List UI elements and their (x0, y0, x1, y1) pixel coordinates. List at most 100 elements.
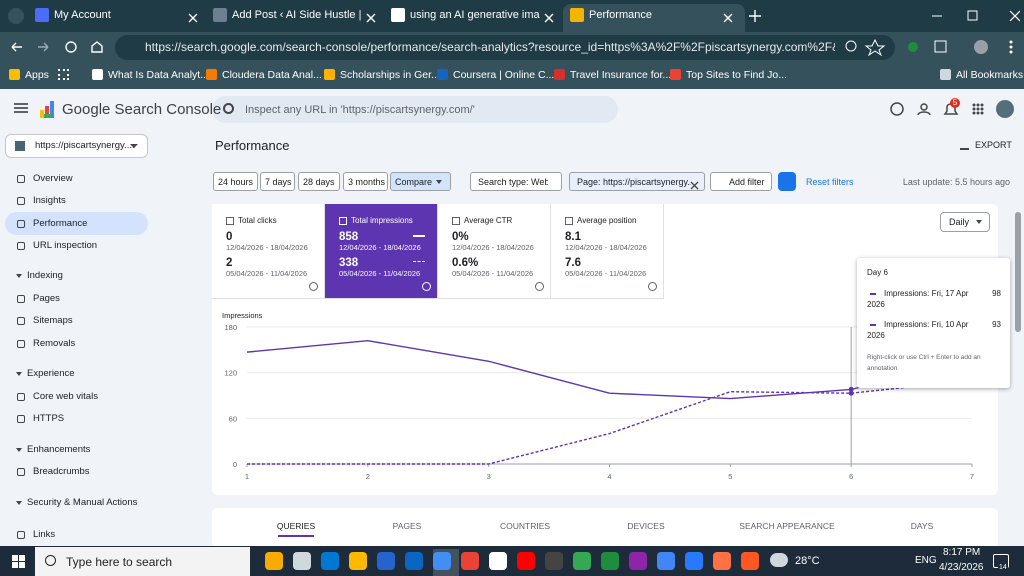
toolbar-icons[interactable] (843, 38, 1018, 57)
bookmark[interactable]: Apps (25, 69, 49, 81)
tab-title[interactable]: using an AI generative image o (410, 9, 540, 21)
bookmark[interactable]: Top Sites to Find Jo... (686, 69, 787, 81)
help-icon[interactable] (422, 282, 431, 291)
section-title[interactable]: Security & Manual Actions (27, 496, 138, 508)
tab-close[interactable] (188, 10, 198, 23)
metric-card[interactable] (551, 204, 664, 299)
taskbar-app[interactable] (657, 552, 675, 570)
granularity-select[interactable] (940, 212, 990, 232)
tab-title[interactable]: Performance (589, 9, 652, 21)
taskbar-app[interactable] (685, 552, 703, 570)
nav-item[interactable]: Sitemaps (33, 315, 73, 326)
taskbar-app[interactable] (405, 552, 423, 570)
nav-item[interactable]: Overview (33, 173, 73, 184)
date-range[interactable]: 24 hours (218, 177, 254, 187)
export-button[interactable]: EXPORT (975, 140, 1012, 150)
taskbar-app[interactable] (461, 552, 479, 570)
taskbar-app[interactable] (321, 552, 339, 570)
start-button[interactable] (12, 555, 25, 568)
new-tab[interactable] (749, 9, 761, 22)
date-chip[interactable] (390, 172, 451, 191)
date-range[interactable]: Compare (395, 177, 433, 187)
date-chip[interactable] (213, 172, 258, 191)
nav-item[interactable]: Performance (33, 217, 88, 229)
section-title[interactable]: Experience (27, 368, 75, 379)
section-title[interactable]: Indexing (27, 270, 63, 281)
help-icon[interactable] (648, 282, 657, 291)
metric-card[interactable] (212, 204, 325, 299)
table-tab[interactable]: SEARCH APPEARANCE (739, 521, 835, 531)
taskbar-app[interactable] (573, 552, 591, 570)
taskbar-app[interactable] (517, 552, 535, 570)
nav-icons[interactable] (8, 38, 108, 56)
table-tab[interactable]: PAGES (392, 521, 422, 531)
metric-card[interactable] (325, 204, 438, 299)
nav-item[interactable]: Breadcrumbs (33, 466, 90, 477)
property-selector[interactable] (5, 134, 148, 158)
filter[interactable]: Page: https://piscartsynergy... (577, 177, 691, 187)
taskbar-app[interactable] (545, 552, 563, 570)
taskbar-app[interactable] (293, 552, 311, 570)
nav-item[interactable]: URL inspection (33, 240, 98, 252)
bookmark[interactable]: Cloudera Data Anal... (222, 69, 322, 81)
date-chip[interactable] (343, 172, 388, 191)
filter-button[interactable] (778, 172, 796, 191)
taskbar-app[interactable] (713, 552, 731, 570)
taskbar-app[interactable] (741, 552, 759, 570)
nav-item[interactable]: Links (33, 529, 56, 540)
tab-title[interactable]: My Account (54, 9, 111, 21)
bookmark[interactable]: Coursera | Online C... (453, 69, 555, 81)
section-title[interactable]: Enhancements (27, 443, 91, 455)
nav-item[interactable]: Removals (33, 337, 76, 349)
table-tab[interactable]: DEVICES (627, 521, 665, 531)
add-filter[interactable]: Add filter (729, 177, 765, 187)
search-box[interactable] (212, 96, 618, 123)
section-arrow[interactable] (16, 447, 22, 452)
section-arrow[interactable] (16, 372, 22, 376)
add-filter-chip[interactable] (710, 172, 772, 191)
taskbar-app[interactable] (601, 552, 619, 570)
date-range[interactable]: 28 days (303, 177, 335, 187)
bookmark[interactable]: What Is Data Analyt... (108, 69, 209, 81)
taskbar-app[interactable] (377, 552, 395, 570)
nav-item[interactable]: HTTPS (33, 413, 65, 424)
checkbox[interactable] (339, 217, 347, 225)
scrollbar[interactable] (1015, 212, 1021, 332)
table-tab[interactable]: QUERIES (276, 521, 316, 531)
table-tab[interactable]: DAYS (910, 521, 934, 531)
date-chip[interactable] (260, 172, 295, 191)
date-range[interactable]: 7 days (265, 177, 292, 187)
search-placeholder[interactable]: Inspect any URL in 'https://piscartsyner… (245, 104, 475, 116)
table-tab[interactable]: COUNTRIES (499, 521, 551, 531)
tab-close[interactable] (544, 10, 554, 23)
checkbox[interactable] (452, 217, 460, 225)
nav-item[interactable]: Core web vitals (33, 390, 98, 402)
filter[interactable]: Search type: Web (478, 177, 548, 187)
tab-close[interactable] (366, 10, 376, 23)
filter-close[interactable] (690, 177, 699, 190)
url-box[interactable] (115, 35, 895, 60)
granularity[interactable]: Daily (949, 217, 970, 227)
taskbar-app[interactable] (489, 552, 507, 570)
tab-title[interactable]: Add Post ‹ AI Side Hustle | Mak (232, 9, 362, 21)
nav-item[interactable]: Insights (33, 195, 66, 207)
bookmark[interactable]: Scholarships in Ger... (340, 69, 440, 81)
nav-active[interactable] (5, 212, 148, 235)
filter-chip[interactable] (470, 172, 562, 191)
taskbar-app[interactable] (349, 552, 367, 570)
menu-icon[interactable] (14, 103, 28, 113)
metric-card[interactable] (438, 204, 551, 299)
section-arrow[interactable] (16, 500, 22, 505)
tab-search-icon[interactable] (8, 8, 24, 24)
reset-filters[interactable]: Reset filters (806, 177, 854, 187)
taskbar-app[interactable] (629, 552, 647, 570)
help-icon[interactable] (535, 282, 544, 291)
date-chip[interactable] (298, 172, 340, 191)
checkbox[interactable] (565, 217, 573, 225)
taskbar-search[interactable] (35, 547, 250, 576)
help-icon[interactable] (309, 282, 318, 291)
section-arrow[interactable] (16, 274, 22, 278)
url[interactable]: https://search.google.com/search-console… (145, 40, 835, 54)
date-range[interactable]: 3 months (348, 177, 386, 187)
tab-active[interactable] (563, 4, 745, 32)
